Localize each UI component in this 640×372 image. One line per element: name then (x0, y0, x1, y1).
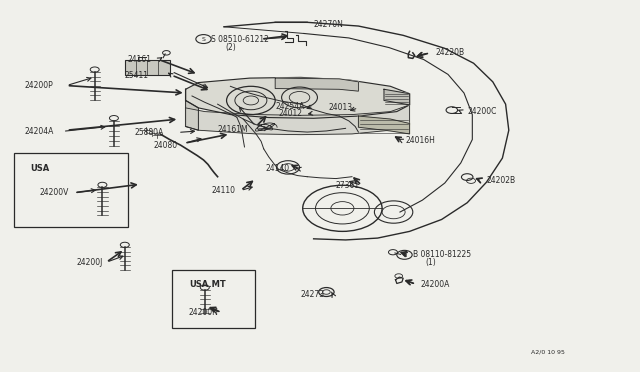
Text: 24202B: 24202B (486, 176, 516, 185)
Bar (14, 153, 128, 227)
Text: B 08110-81225: B 08110-81225 (413, 250, 471, 259)
Text: 24220B: 24220B (435, 48, 465, 57)
Text: 24200A: 24200A (420, 280, 450, 289)
Polygon shape (384, 89, 410, 105)
Text: 24200J: 24200J (77, 258, 103, 267)
Polygon shape (186, 89, 198, 130)
Text: USA: USA (31, 164, 50, 173)
Text: 24013: 24013 (329, 103, 353, 112)
Polygon shape (275, 78, 358, 91)
Text: 24200C: 24200C (467, 107, 497, 116)
Text: 24080: 24080 (154, 141, 178, 150)
Text: 25411: 25411 (125, 71, 149, 80)
Bar (172, 270, 255, 328)
Polygon shape (186, 105, 410, 135)
Text: 24273: 24273 (301, 290, 325, 299)
Text: 24140: 24140 (266, 164, 290, 173)
Text: 24204A: 24204A (24, 127, 54, 136)
Text: 24200V: 24200V (40, 188, 69, 197)
Text: 25880A: 25880A (134, 128, 164, 137)
Text: 24270N: 24270N (314, 20, 344, 29)
Text: A2/0 10 95: A2/0 10 95 (531, 349, 565, 354)
Text: (1): (1) (426, 258, 436, 267)
Text: 24161: 24161 (128, 55, 152, 64)
Bar (125, 60, 170, 75)
Text: USA.MT: USA.MT (189, 280, 225, 289)
Text: 24200P: 24200P (24, 81, 53, 90)
Text: 24200N: 24200N (189, 308, 219, 317)
Text: (2): (2) (225, 43, 236, 52)
Text: S: S (202, 36, 205, 42)
Text: 24161M: 24161M (218, 125, 248, 134)
Text: 24254A: 24254A (275, 102, 305, 110)
Polygon shape (186, 77, 410, 118)
Text: 27361: 27361 (336, 181, 360, 190)
Text: 24012: 24012 (278, 109, 302, 118)
Polygon shape (358, 116, 410, 134)
Text: 24016H: 24016H (406, 136, 436, 145)
Text: S 08510-61212: S 08510-61212 (211, 35, 269, 44)
Text: 24110: 24110 (211, 186, 236, 195)
Text: B: B (403, 252, 406, 257)
